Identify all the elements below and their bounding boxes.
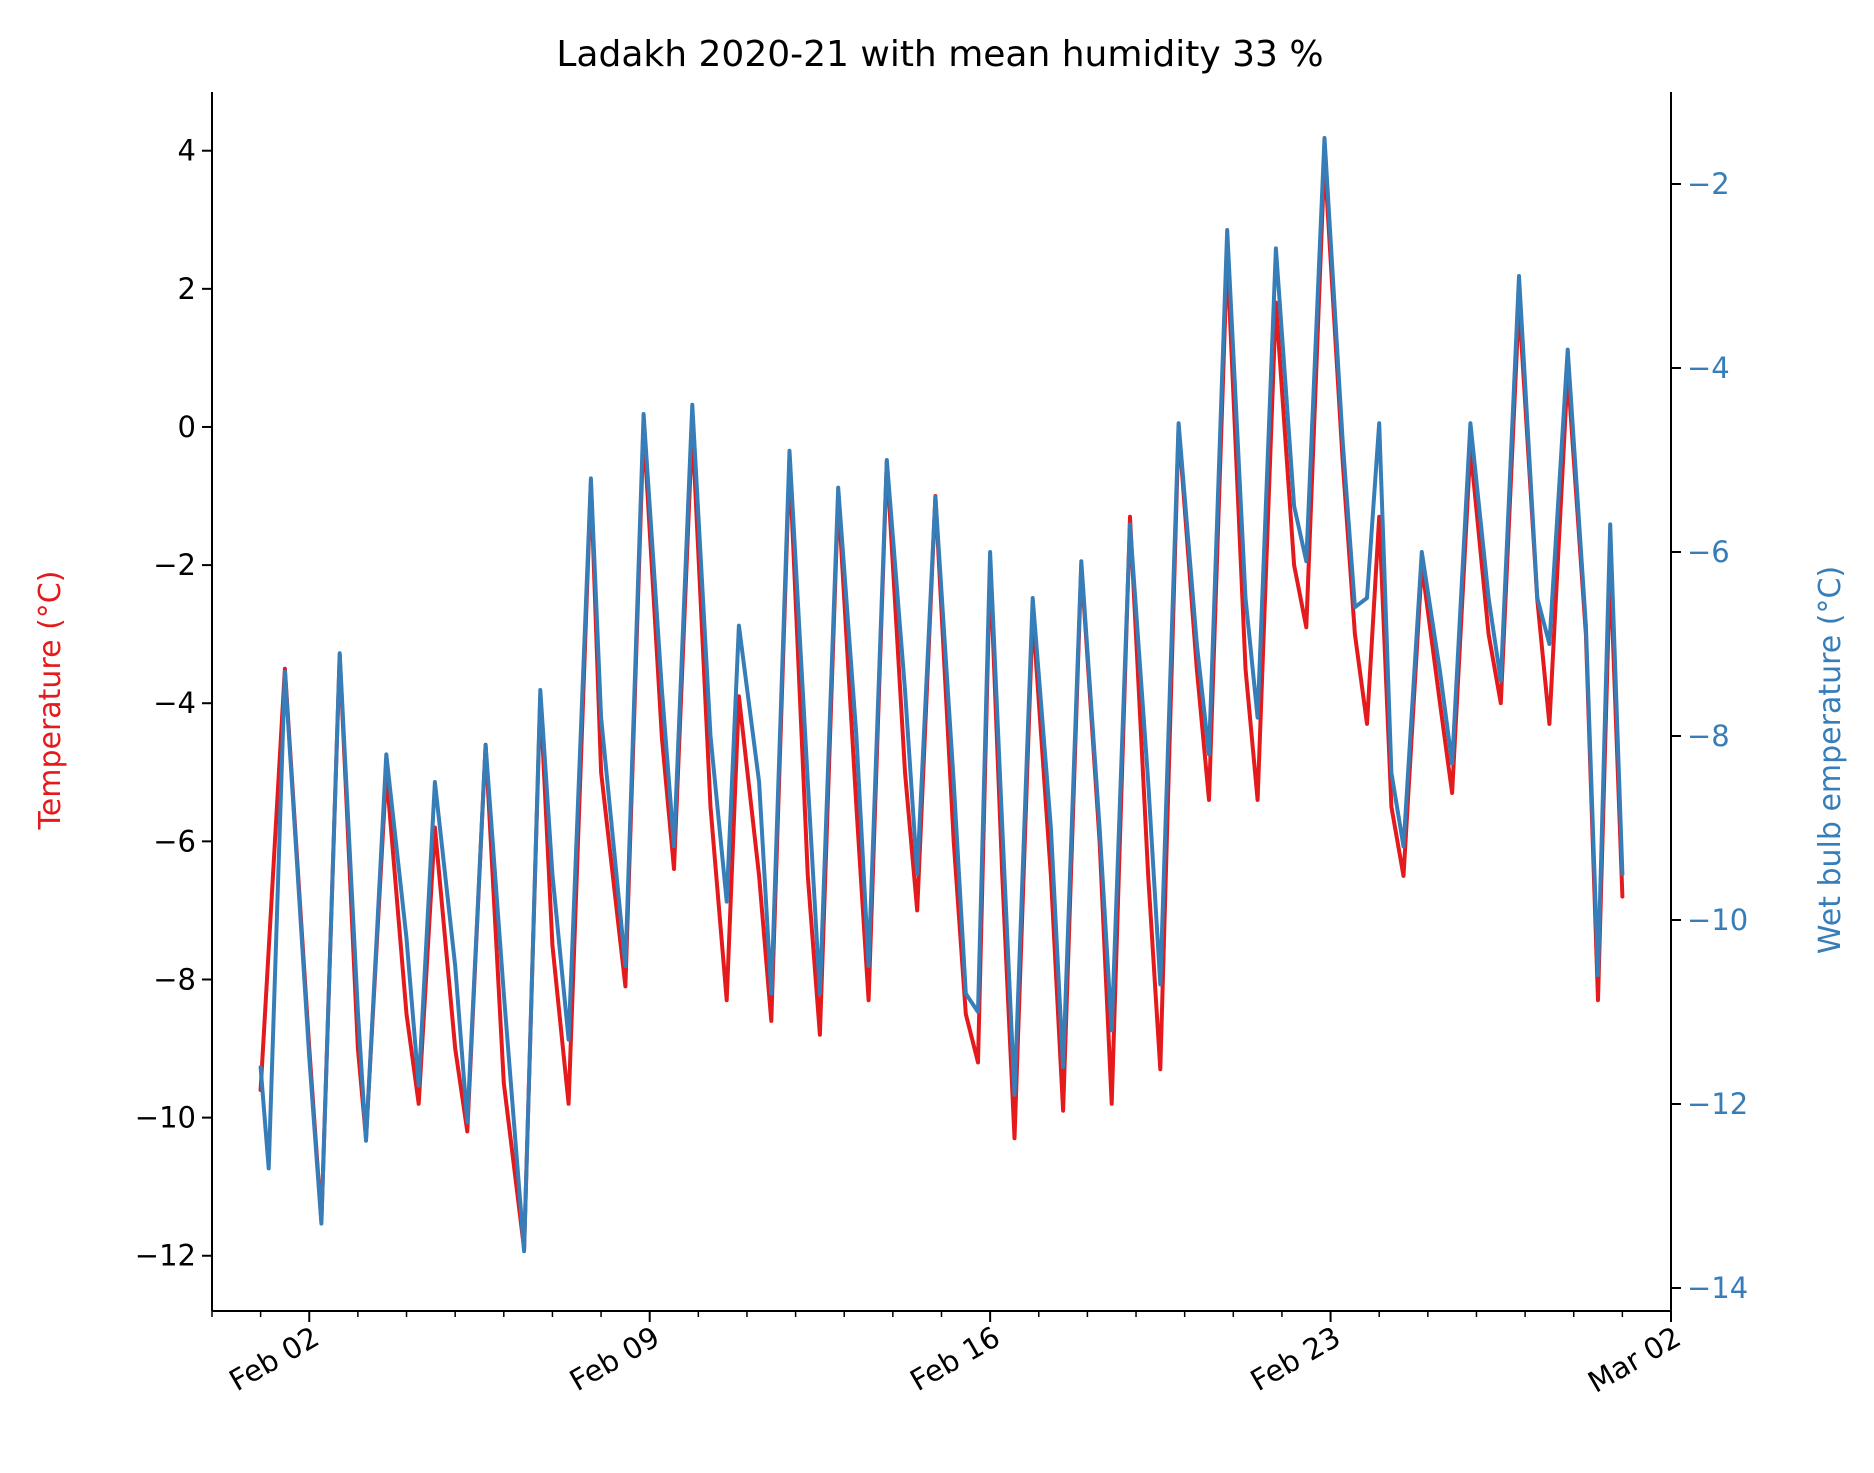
right-y-tick-label: −8 [1687, 719, 1730, 753]
left-y-tick-label: −2 [153, 548, 196, 582]
left-y-tick-label: −4 [153, 686, 196, 720]
right-y-tick-label: −2 [1687, 167, 1730, 201]
x-tick-label: Mar 02 [1582, 1320, 1686, 1400]
left-y-tick-label: −12 [135, 1239, 196, 1273]
x-ticks: Feb 02 Feb 09 Feb 16 Feb 23 Mar 02 [211, 1311, 1687, 1400]
left-y-ticks: −12 −10 −8 −6 −4 −2 0 2 4 [135, 134, 212, 1273]
series-layer [258, 136, 1625, 1254]
x-tick-label: Feb 23 [1245, 1320, 1346, 1398]
left-y-tick-label: 0 [178, 410, 196, 444]
left-y-tick-label: 4 [178, 134, 196, 168]
left-y-tick-label: −10 [135, 1101, 196, 1135]
right-y-tick-label: −10 [1687, 903, 1748, 937]
temperature-series-line [258, 155, 1625, 1251]
right-y-axis-label: Wet bulb emperature (°C) [1813, 566, 1848, 954]
left-y-tick-label: −6 [153, 824, 196, 858]
left-y-tick-label: 2 [178, 272, 196, 306]
x-tick-label: Feb 02 [223, 1320, 324, 1398]
right-y-tick-label: −6 [1687, 535, 1730, 569]
right-y-tick-label: −14 [1687, 1271, 1748, 1305]
left-y-tick-label: −8 [153, 962, 196, 996]
right-y-tick-label: −12 [1687, 1087, 1748, 1121]
right-y-ticks: −14 −12 −10 −8 −6 −4 −2 [1671, 167, 1748, 1305]
x-tick-label: Feb 16 [904, 1320, 1005, 1398]
x-tick-label: Feb 09 [564, 1320, 665, 1398]
chart-title: Ladakh 2020-21 with mean humidity 33 % [556, 34, 1323, 75]
wet-bulb-series-line [258, 136, 1625, 1254]
right-y-tick-label: −4 [1687, 351, 1730, 385]
left-y-axis-label: Temperature (°C) [33, 571, 68, 831]
